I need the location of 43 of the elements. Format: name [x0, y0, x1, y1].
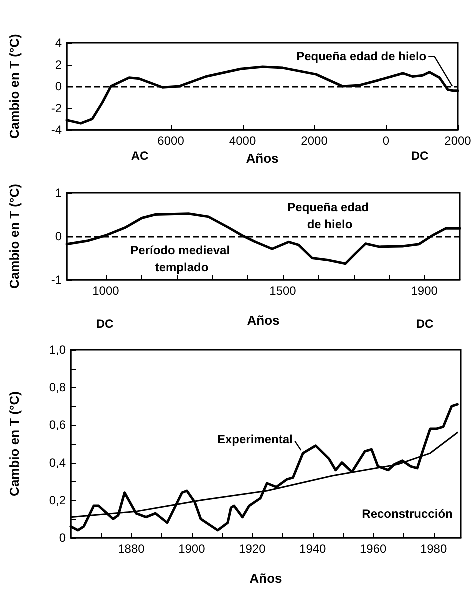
text: AC: [131, 149, 149, 163]
x-tick-label: 1960: [360, 542, 387, 556]
text: DC: [411, 149, 429, 163]
y-tick-label: 0,8: [49, 380, 66, 395]
y-tick-label: 0: [55, 80, 62, 94]
x-axis-title: Años: [250, 571, 282, 586]
legend-label: Experimental: [218, 432, 293, 446]
text: DC: [416, 317, 434, 331]
x-axis-title: Años: [247, 313, 280, 328]
annotation: Pequeña edad de hielo: [296, 50, 427, 64]
y-tick-label: -4: [51, 123, 62, 138]
x-tick-label: 0: [382, 134, 390, 148]
x-tick-label: 1980: [420, 542, 448, 556]
x-tick-label: 1900: [178, 542, 206, 556]
y-tick-label: 1: [55, 186, 62, 200]
text: Reconstrucción: [362, 506, 453, 521]
x-tick-label: 1920: [239, 542, 266, 556]
x-tick-label: 1000: [92, 284, 120, 298]
y-tick-label: 0,4: [49, 456, 66, 470]
annotation: Pequeña edad de hielo: [288, 200, 372, 232]
y-tick-label: 2: [55, 58, 62, 72]
x-tick-label: 1940: [300, 542, 327, 556]
y-tick-label: 0: [59, 531, 66, 545]
x-tick-label: 1900: [411, 284, 438, 298]
y-tick-label: -1: [51, 273, 62, 287]
y-tick-label: -2: [51, 101, 62, 116]
x-tick-label: 6000: [158, 134, 185, 148]
x-tick-label: 2000: [444, 134, 472, 148]
annotation: Período medieval templado: [130, 244, 234, 274]
y-tick-label: 4: [55, 36, 62, 50]
x-axis-title: Años: [246, 151, 279, 166]
x-tick-label: 1880: [118, 542, 146, 556]
y-tick-label: 1,0: [49, 343, 66, 357]
y-tick-label: 0,2: [49, 493, 66, 508]
y-axis-title: Cambio en T (°C): [7, 184, 22, 289]
x-tick-label: 4000: [229, 134, 256, 148]
y-tick-label: 0: [55, 230, 62, 244]
x-tick-label: 2000: [301, 134, 328, 148]
y-axis-title: Cambio en T (°C): [7, 34, 22, 139]
text: DC: [96, 317, 114, 331]
y-tick-label: 0,6: [49, 418, 66, 432]
y-axis-title: Cambio en T (°C): [7, 392, 22, 496]
x-tick-label: 1500: [270, 284, 297, 298]
